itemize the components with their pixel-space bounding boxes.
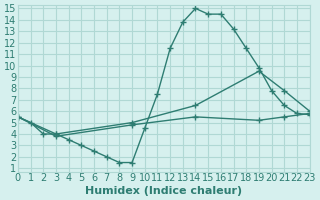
X-axis label: Humidex (Indice chaleur): Humidex (Indice chaleur) <box>85 186 242 196</box>
